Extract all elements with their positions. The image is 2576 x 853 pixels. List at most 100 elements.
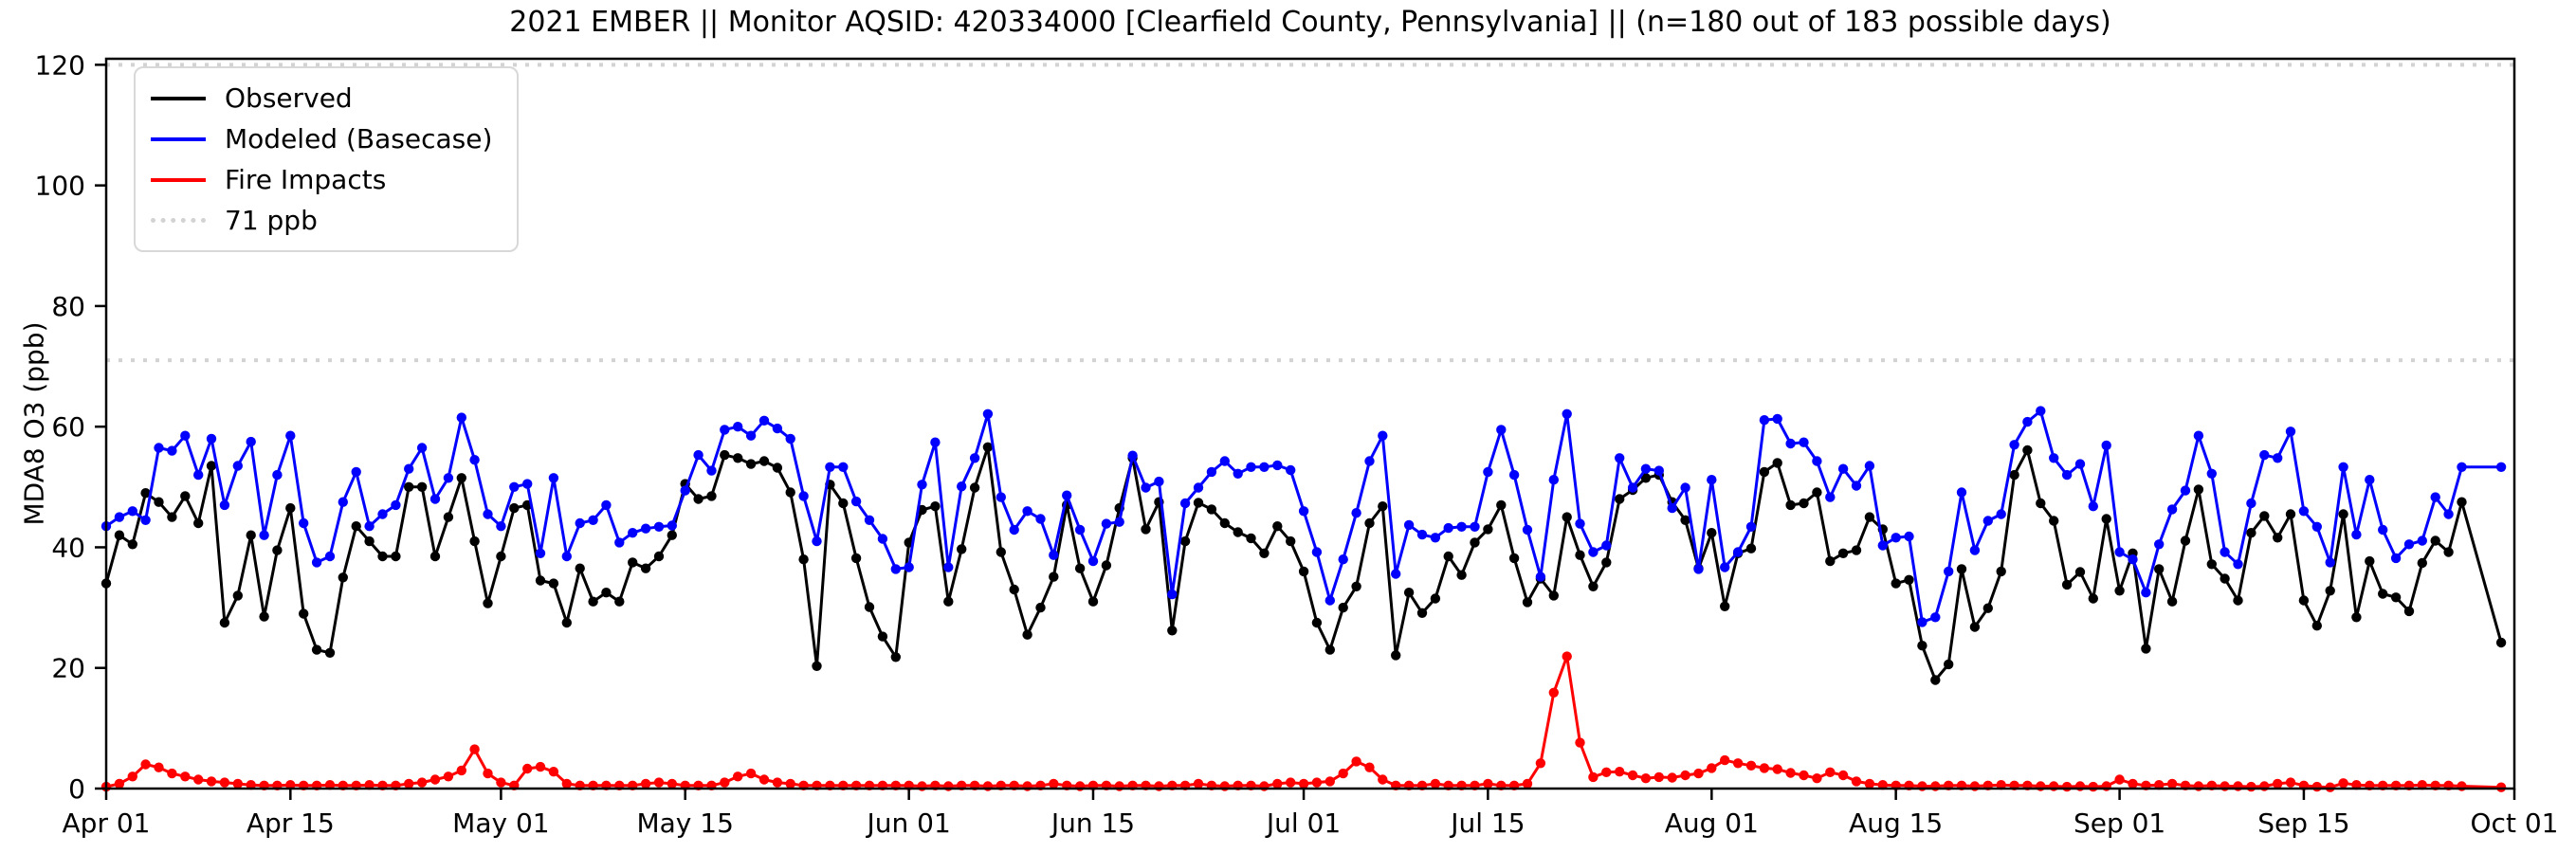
observed-marker: [1167, 626, 1178, 636]
fire-impacts-marker: [429, 774, 441, 785]
y-tick-label: 20: [51, 653, 85, 684]
observed-marker: [1483, 524, 1493, 535]
observed-marker: [2325, 586, 2335, 596]
modeled-basecase--marker: [443, 473, 454, 483]
observed-marker: [2259, 511, 2270, 521]
fire-impacts-marker: [2338, 778, 2348, 789]
modeled-basecase--marker: [864, 515, 875, 525]
observed-marker: [285, 502, 296, 514]
modeled-basecase--marker: [496, 521, 506, 532]
observed-marker: [535, 575, 546, 586]
modeled-basecase--marker: [982, 408, 994, 419]
modeled-basecase--marker: [1101, 518, 1112, 529]
observed-marker: [969, 482, 980, 493]
fire-impacts-marker: [1864, 778, 1875, 789]
modeled-basecase--marker: [1759, 415, 1770, 426]
modeled-basecase--marker: [812, 535, 822, 547]
observed-marker: [957, 544, 967, 554]
modeled-basecase--marker: [1167, 589, 1178, 600]
observed-marker: [2074, 567, 2086, 577]
modeled-basecase--marker: [1732, 547, 1744, 557]
observed-marker: [877, 631, 888, 642]
observed-marker: [1996, 566, 2006, 577]
observed-marker: [575, 563, 585, 573]
modeled-basecase--marker: [311, 557, 322, 568]
modeled-basecase--marker: [838, 462, 849, 472]
modeled-basecase--marker: [1049, 550, 1059, 560]
fire-impacts-marker: [1693, 768, 1704, 779]
modeled-basecase--marker: [338, 497, 348, 507]
modeled-basecase--marker: [1298, 506, 1309, 517]
modeled-basecase--marker: [1680, 482, 1690, 493]
fire-impacts-marker: [1562, 651, 1572, 662]
legend-label-threshold: 71 ppb: [225, 205, 318, 236]
fire-impacts-marker: [1049, 778, 1059, 789]
observed-marker: [745, 459, 757, 469]
modeled-basecase--marker: [1745, 521, 1757, 532]
modeled-basecase--marker: [1022, 506, 1032, 517]
observed-marker: [469, 535, 480, 547]
modeled-basecase--marker: [2285, 426, 2296, 437]
modeled-basecase--marker: [1286, 464, 1296, 476]
observed-marker: [601, 588, 612, 598]
observed-marker: [653, 551, 665, 562]
modeled-basecase--marker: [2338, 462, 2348, 472]
observed-marker: [1720, 601, 1730, 611]
observed-marker: [996, 547, 1007, 557]
modeled-basecase--marker: [2036, 406, 2046, 416]
modeled-basecase--marker: [1640, 463, 1652, 474]
modeled-basecase--marker: [1351, 508, 1361, 518]
observed-marker: [1772, 458, 1782, 468]
observed-marker: [930, 501, 941, 512]
legend-item-threshold: 71 ppb: [151, 200, 492, 241]
modeled-basecase--marker: [1233, 468, 1243, 479]
modeled-basecase--marker: [1403, 519, 1415, 531]
y-tick-label: 100: [35, 171, 85, 202]
observed-marker: [496, 551, 506, 562]
observed-marker: [1799, 498, 1809, 509]
modeled-basecase--marker: [1864, 461, 1875, 471]
x-tick-label: May 01: [452, 808, 549, 839]
modeled-basecase--marker: [1562, 408, 1572, 419]
observed-marker: [1430, 593, 1441, 604]
modeled-basecase--marker: [890, 564, 901, 574]
observed-marker: [2114, 586, 2125, 596]
observed-marker: [509, 502, 520, 514]
modeled-basecase--marker: [1588, 547, 1599, 557]
modeled-basecase--marker: [1443, 522, 1453, 534]
fire-impacts-marker: [2325, 782, 2335, 792]
observed-marker: [2101, 514, 2111, 524]
modeled-basecase--marker: [693, 449, 703, 461]
fire-impacts-marker: [1588, 771, 1599, 783]
observed-marker: [1351, 581, 1361, 591]
modeled-basecase--marker: [1996, 509, 2006, 519]
fire-impacts-marker: [1378, 774, 1388, 785]
modeled-basecase--marker: [2220, 547, 2230, 557]
observed-marker: [1707, 528, 1717, 538]
modeled-basecase--marker: [825, 462, 835, 472]
observed-marker: [733, 453, 743, 463]
observed-marker: [1745, 543, 1757, 554]
modeled-basecase--marker: [930, 437, 941, 447]
observed-marker: [798, 554, 809, 565]
modeled-basecase--marker: [535, 548, 546, 558]
modeled-basecase--marker: [219, 499, 230, 511]
modeled-basecase--marker: [2114, 547, 2125, 557]
observed-marker: [404, 481, 414, 492]
fire-impacts-marker: [1548, 687, 1560, 698]
fire-impacts-marker: [1286, 777, 1296, 788]
observed-marker: [1601, 557, 1612, 568]
observed-marker: [483, 598, 493, 608]
legend-item-modeled: Modeled (Basecase): [151, 118, 492, 159]
fire-impacts-marker: [561, 778, 572, 789]
fire-impacts-marker: [1430, 778, 1441, 789]
modeled-basecase--marker: [2193, 430, 2204, 441]
fire-impacts-marker: [1799, 770, 1809, 781]
observed-marker: [246, 530, 256, 540]
modeled-basecase--marker: [364, 521, 375, 532]
fire-impacts-marker: [1720, 754, 1730, 766]
fire-impacts-marker: [1575, 737, 1585, 748]
x-tick-label: Aug 01: [1665, 808, 1759, 839]
modeled-basecase--marker: [483, 509, 493, 519]
observed-marker: [1219, 517, 1231, 529]
